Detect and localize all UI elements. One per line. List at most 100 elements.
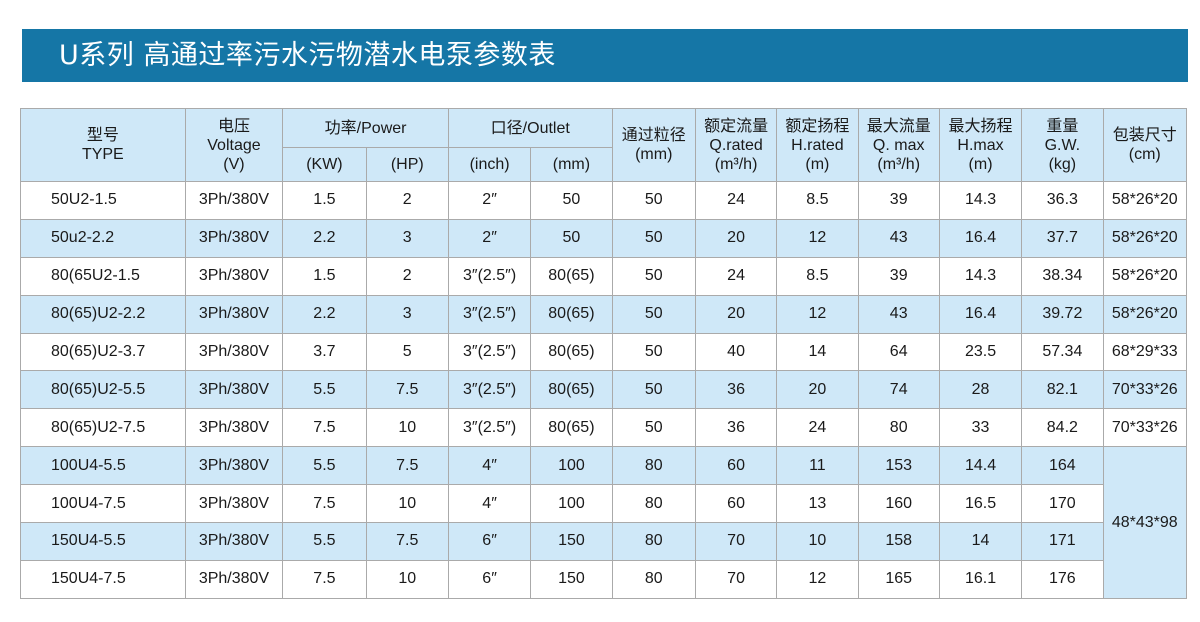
cell-mm: 80(65)	[530, 294, 613, 334]
header-voltage-en: Voltage	[207, 136, 261, 154]
cell-passage: 80	[611, 522, 696, 561]
header-passage-cn: 通过粒径	[621, 127, 686, 144]
header-weight-cn: 重量	[1046, 117, 1079, 135]
cell-q-max: 165	[857, 559, 940, 599]
cell-hp: 10	[365, 408, 449, 448]
cell-package: 58*26*20	[1102, 181, 1187, 220]
cell-voltage: 3Ph/380V	[184, 559, 284, 599]
cell-mm: 80(65)	[530, 370, 613, 410]
cell-type: 100U4-7.5	[20, 484, 186, 524]
cell-mm: 80(65)	[530, 332, 613, 372]
table-header: 型号 TYPE 电压 Voltage (V) 功率/Power 口径/Outle…	[20, 108, 1187, 182]
pump-parameter-table: 型号 TYPE 电压 Voltage (V) 功率/Power 口径/Outle…	[20, 108, 1187, 599]
header-package-unit: (cm)	[1128, 146, 1161, 163]
cell-type: 150U4-7.5	[20, 559, 186, 599]
header-h-max-unit: (m)	[968, 155, 993, 173]
cell-weight: 39.72	[1021, 294, 1104, 334]
cell-inch: 3″(2.5″)	[447, 408, 532, 448]
header-package-cn: 包装尺寸	[1112, 127, 1177, 144]
header-voltage-unit: (V)	[223, 155, 245, 173]
table-row: 50U2-1.5 3Ph/380V 1.5 2 2″ 50 50 24 8.5 39 14.3 36.…	[20, 181, 1187, 220]
cell-inch: 3″(2.5″)	[447, 256, 532, 296]
header-passage-unit: (mm)	[635, 146, 673, 163]
cell-h-rated: 8.5	[776, 181, 859, 220]
cell-h-rated: 11	[776, 446, 859, 486]
header-q-max-cn: 最大流量	[866, 117, 931, 135]
header-q-rated-unit: (m³/h)	[714, 155, 758, 173]
cell-inch: 3″(2.5″)	[447, 332, 532, 372]
cell-inch: 4″	[447, 446, 532, 486]
cell-kw: 2.2	[282, 294, 367, 334]
header-q-max: 最大流量 Q. max (m³/h)	[857, 108, 940, 182]
cell-h-max: 16.1	[938, 559, 1023, 599]
header-power: 功率/Power	[282, 108, 449, 148]
cell-hp: 2	[365, 181, 449, 220]
cell-hp: 3	[365, 218, 449, 258]
cell-q-max: 43	[857, 218, 940, 258]
header-weight: 重量 G.W. (kg)	[1021, 108, 1104, 182]
cell-passage: 50	[611, 294, 696, 334]
cell-hp: 5	[365, 332, 449, 372]
cell-hp: 7.5	[365, 446, 449, 486]
header-q-rated-en: Q.rated	[709, 136, 763, 154]
cell-hp: 7.5	[365, 370, 449, 410]
table-row: 100U4-7.5 3Ph/380V 7.5 10 4″ 100 80 60 13 160 16.5…	[20, 484, 1187, 524]
cell-mm: 100	[530, 446, 613, 486]
cell-h-rated: 10	[776, 522, 859, 561]
cell-q-rated: 40	[694, 332, 778, 372]
cell-mm: 80(65)	[530, 408, 613, 448]
header-h-rated-cn: 额定扬程	[785, 117, 850, 135]
cell-inch: 3″(2.5″)	[447, 294, 532, 334]
cell-q-rated: 36	[694, 408, 778, 448]
table-row: 80(65U2-1.5 3Ph/380V 1.5 2 3″(2.5″) 80(65) 50 2…	[20, 256, 1187, 296]
cell-voltage: 3Ph/380V	[184, 332, 284, 372]
cell-mm: 150	[530, 559, 613, 599]
cell-type: 80(65)U2-3.7	[20, 332, 186, 372]
cell-hp: 10	[365, 484, 449, 524]
cell-voltage: 3Ph/380V	[184, 218, 284, 258]
cell-voltage: 3Ph/380V	[184, 181, 284, 220]
cell-h-rated: 20	[776, 370, 859, 410]
table-row: 150U4-7.5 3Ph/380V 7.5 10 6″ 150 80 70 12 165 16.1…	[20, 559, 1187, 599]
cell-passage: 50	[611, 181, 696, 220]
cell-kw: 5.5	[282, 522, 367, 561]
header-power-kw: (KW)	[282, 147, 367, 182]
cell-hp: 7.5	[365, 522, 449, 561]
cell-passage: 50	[611, 370, 696, 410]
cell-inch: 2″	[447, 181, 532, 220]
header-h-max-en: H.max	[957, 136, 1004, 154]
header-q-max-en: Q. max	[872, 136, 925, 154]
table-row: 150U4-5.5 3Ph/380V 5.5 7.5 6″ 150 80 70 10 158 14 1…	[20, 522, 1187, 561]
header-weight-unit: (kg)	[1048, 155, 1077, 173]
cell-inch: 3″(2.5″)	[447, 370, 532, 410]
cell-q-rated: 24	[694, 256, 778, 296]
cell-h-max: 33	[938, 408, 1023, 448]
cell-weight: 36.3	[1021, 181, 1104, 220]
page-title: U系列 高通过率污水污物潜水电泵参数表	[22, 29, 1188, 82]
header-q-rated-cn: 额定流量	[704, 117, 769, 135]
cell-h-max: 14.3	[938, 256, 1023, 296]
header-package: 包装尺寸 (cm)	[1102, 108, 1187, 182]
cell-package-merged: 48*43*98	[1102, 446, 1187, 599]
cell-type: 50u2-2.2	[20, 218, 186, 258]
cell-h-rated: 14	[776, 332, 859, 372]
cell-h-max: 16.4	[938, 218, 1023, 258]
cell-passage: 50	[611, 256, 696, 296]
cell-h-rated: 12	[776, 218, 859, 258]
header-type-en: TYPE	[81, 146, 124, 163]
cell-q-max: 64	[857, 332, 940, 372]
cell-hp: 2	[365, 256, 449, 296]
cell-q-rated: 24	[694, 181, 778, 220]
cell-voltage: 3Ph/380V	[184, 446, 284, 486]
header-outlet-inch: (inch)	[447, 147, 532, 182]
cell-voltage: 3Ph/380V	[184, 408, 284, 448]
cell-voltage: 3Ph/380V	[184, 256, 284, 296]
cell-weight: 38.34	[1021, 256, 1104, 296]
cell-q-rated: 20	[694, 294, 778, 334]
cell-mm: 100	[530, 484, 613, 524]
cell-kw: 3.7	[282, 332, 367, 372]
cell-weight: 82.1	[1021, 370, 1104, 410]
cell-h-rated: 12	[776, 294, 859, 334]
cell-h-max: 16.4	[938, 294, 1023, 334]
cell-h-rated: 13	[776, 484, 859, 524]
